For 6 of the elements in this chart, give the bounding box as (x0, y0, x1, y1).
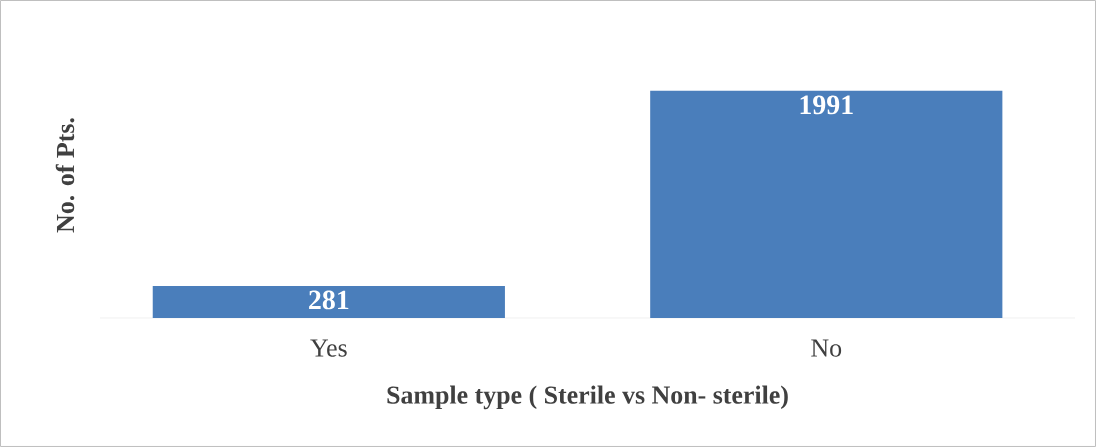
data-label: 281 (309, 290, 349, 310)
x-tick-label: No (811, 339, 842, 357)
data-label: 1991 (800, 95, 853, 115)
x-axis-title: Sample type ( Sterile vs Non- sterile) (387, 385, 788, 410)
x-tick-label: Yes (310, 339, 347, 357)
y-axis-title: No. of Pts. (55, 118, 75, 233)
